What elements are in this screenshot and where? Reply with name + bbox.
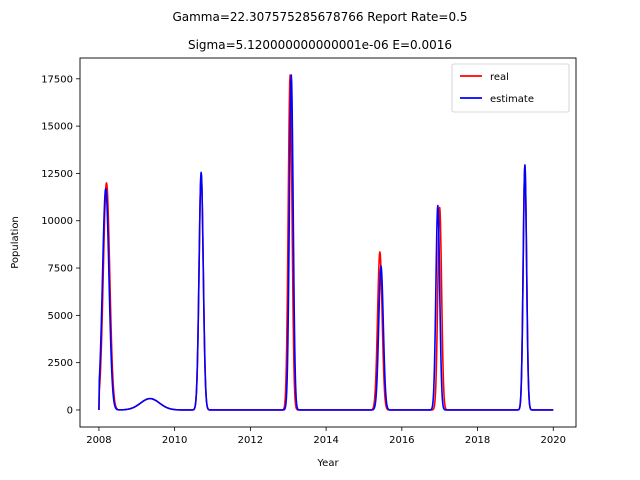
y-tick-label: 0 xyxy=(67,405,73,416)
chart-title-line2: Sigma=5.120000000000001e-06 E=0.0016 xyxy=(188,38,452,52)
x-tick-label: 2016 xyxy=(389,435,414,446)
y-tick-label: 15000 xyxy=(41,122,73,133)
y-tick-label: 10000 xyxy=(41,216,73,227)
plot-frame xyxy=(79,57,577,428)
y-axis-title: Population xyxy=(10,216,21,269)
chart-title-line1: Gamma=22.307575285678766 Report Rate=0.5 xyxy=(172,10,467,24)
series-layer xyxy=(98,74,554,411)
y-tick-label: 12500 xyxy=(41,169,73,180)
y-tick-label: 5000 xyxy=(48,311,73,322)
plot-area xyxy=(79,57,577,428)
x-tick-label: 2012 xyxy=(238,435,263,446)
plot-background xyxy=(80,58,576,427)
legend: real estimate xyxy=(451,63,570,113)
legend-label-estimate: estimate xyxy=(490,94,534,105)
y-tick-label: 17500 xyxy=(41,74,73,85)
series-line-estimate xyxy=(98,74,554,411)
x-tick-label: 2018 xyxy=(465,435,490,446)
x-tick-label: 2010 xyxy=(162,435,187,446)
x-tick-label: 2014 xyxy=(313,435,338,446)
x-tick-label: 2020 xyxy=(541,435,566,446)
x-tick-label: 2008 xyxy=(86,435,111,446)
legend-label-real: real xyxy=(490,72,509,83)
y-tick-label: 2500 xyxy=(48,358,73,369)
y-axis-ticks: 0 2500 5000 7500 10000 12500 15000 17500 xyxy=(41,74,80,416)
x-axis-ticks: 2008 2010 2012 2014 2016 2018 2020 xyxy=(86,427,566,446)
x-axis-title: Year xyxy=(316,458,339,469)
y-tick-label: 7500 xyxy=(48,264,73,275)
